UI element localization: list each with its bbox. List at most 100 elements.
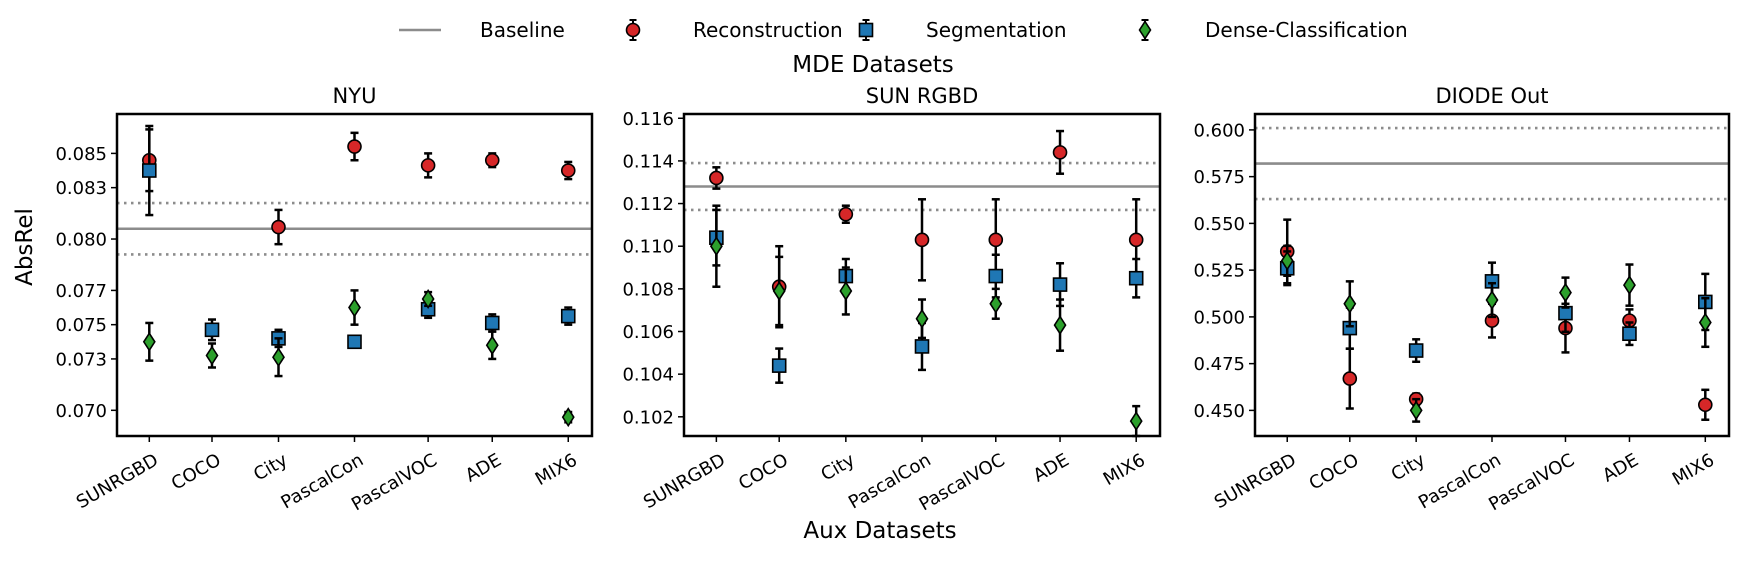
marker-diamond <box>1053 315 1067 336</box>
x-tick-label: ADE <box>462 450 505 487</box>
legend-label: Dense-Classification <box>1205 18 1408 42</box>
legend-marker-circle <box>625 22 641 38</box>
marker-diamond <box>205 345 219 366</box>
data-point <box>772 255 786 327</box>
marker-diamond <box>915 308 929 329</box>
legend-marker-diamond <box>1138 20 1152 40</box>
data-point <box>839 266 853 316</box>
data-point <box>561 407 575 428</box>
x-tick-label: COCO <box>735 450 792 495</box>
legend-item-dense-classification: Dense-Classification <box>1138 18 1408 42</box>
series-reconstruction <box>709 129 1144 329</box>
marker-diamond <box>772 281 786 301</box>
y-tick-label: 0.077 <box>55 281 107 302</box>
data-point <box>347 334 362 350</box>
data-point <box>485 330 499 361</box>
marker-square <box>1128 270 1144 286</box>
y-tick-label: 0.525 <box>1193 261 1245 282</box>
data-point <box>1342 347 1358 410</box>
marker-square <box>1052 277 1068 292</box>
marker-square <box>560 308 576 324</box>
series-dense-classification <box>1280 244 1712 423</box>
data-point <box>348 289 361 326</box>
marker-circle <box>1342 371 1358 386</box>
x-tick-label: SUNRGBD <box>640 450 729 514</box>
series-segmentation <box>142 124 576 350</box>
y-tick-label: 0.550 <box>1193 214 1245 235</box>
x-tick-label: COCO <box>1306 450 1363 495</box>
series-reconstruction <box>1279 218 1713 421</box>
data-point <box>1698 388 1713 421</box>
data-point <box>1485 281 1499 319</box>
marker-circle <box>271 219 286 235</box>
marker-circle <box>988 232 1004 248</box>
y-axis: 0.450 0.475 0.500 0.525 0.550 0.575 0.600 <box>1193 120 1255 422</box>
x-tick-label: MIX6 <box>1100 450 1149 490</box>
panel-nyu: NYU 0.070 0.073 0.075 0.077 0.080 0.083 0.085 SU… <box>55 84 594 515</box>
data-point <box>771 347 787 384</box>
x-tick-label: ADE <box>1599 450 1642 487</box>
series-reconstruction <box>142 128 576 246</box>
y-tick-label: 0.112 <box>622 194 674 215</box>
plot-frame <box>115 112 594 438</box>
marker-diamond <box>1485 290 1499 311</box>
data-point <box>1623 263 1636 307</box>
marker-diamond <box>1623 275 1636 296</box>
data-point <box>1559 276 1572 309</box>
y-tick-label: 0.116 <box>622 109 674 130</box>
y-tick-label: 0.085 <box>55 144 107 165</box>
marker-square <box>771 358 787 373</box>
marker-circle <box>914 232 930 248</box>
legend-label: Baseline <box>480 18 565 42</box>
y-tick-label: 0.073 <box>55 349 107 370</box>
marker-diamond <box>1129 411 1143 432</box>
marker-circle <box>347 139 362 154</box>
marker-diamond <box>989 293 1003 314</box>
figure-xlabel: Aux Datasets <box>803 518 956 544</box>
data-point <box>484 313 500 333</box>
x-tick-label: ADE <box>1030 450 1073 487</box>
y-tick-label: 0.106 <box>622 322 674 343</box>
marker-diamond <box>485 335 499 356</box>
baseline-group <box>1255 126 1729 201</box>
y-tick-label: 0.075 <box>55 315 107 336</box>
marker-diamond <box>709 236 723 257</box>
marker-circle <box>709 170 724 186</box>
marker-square <box>1622 326 1637 342</box>
y-axis: 0.070 0.073 0.075 0.077 0.080 0.083 0.085 <box>55 144 117 422</box>
marker-diamond <box>142 331 156 352</box>
y-tick-label: 0.070 <box>55 401 107 422</box>
baseline-group <box>117 201 592 256</box>
data-point <box>1053 298 1067 352</box>
marker-circle <box>1698 397 1713 413</box>
data-point <box>709 166 724 190</box>
panel-title: NYU <box>333 84 377 108</box>
y-tick-label: 0.500 <box>1193 307 1245 328</box>
marker-square <box>204 322 220 338</box>
data-point <box>1409 397 1423 423</box>
y-tick-label: 0.114 <box>622 151 674 172</box>
data-point <box>1622 321 1637 347</box>
data-point <box>272 337 285 378</box>
marker-diamond <box>272 347 285 368</box>
legend-item-segmentation: Segmentation <box>858 18 1067 42</box>
y-tick-label: 0.475 <box>1193 354 1245 375</box>
x-tick-label: City <box>250 449 291 485</box>
legend-item-reconstruction: Reconstruction <box>625 18 843 42</box>
data-point <box>1052 129 1068 175</box>
panel-diode-out: DIODE Out0.4500.4750.5000.5250.5500.5750… <box>1193 84 1731 515</box>
plot-frame <box>1253 112 1731 438</box>
marker-diamond <box>1559 282 1572 303</box>
marker-square <box>914 339 930 354</box>
panels: NYU 0.070 0.073 0.075 0.077 0.080 0.083 0.085 SU… <box>55 84 1731 515</box>
legend-label: Reconstruction <box>693 18 843 42</box>
marker-circle <box>1052 145 1068 160</box>
x-tick-label: MIX6 <box>532 450 581 490</box>
legend-label: Segmentation <box>926 18 1067 42</box>
y-axis: 0.102 0.104 0.106 0.108 0.110 0.112 0.114 0.116 <box>622 109 684 428</box>
